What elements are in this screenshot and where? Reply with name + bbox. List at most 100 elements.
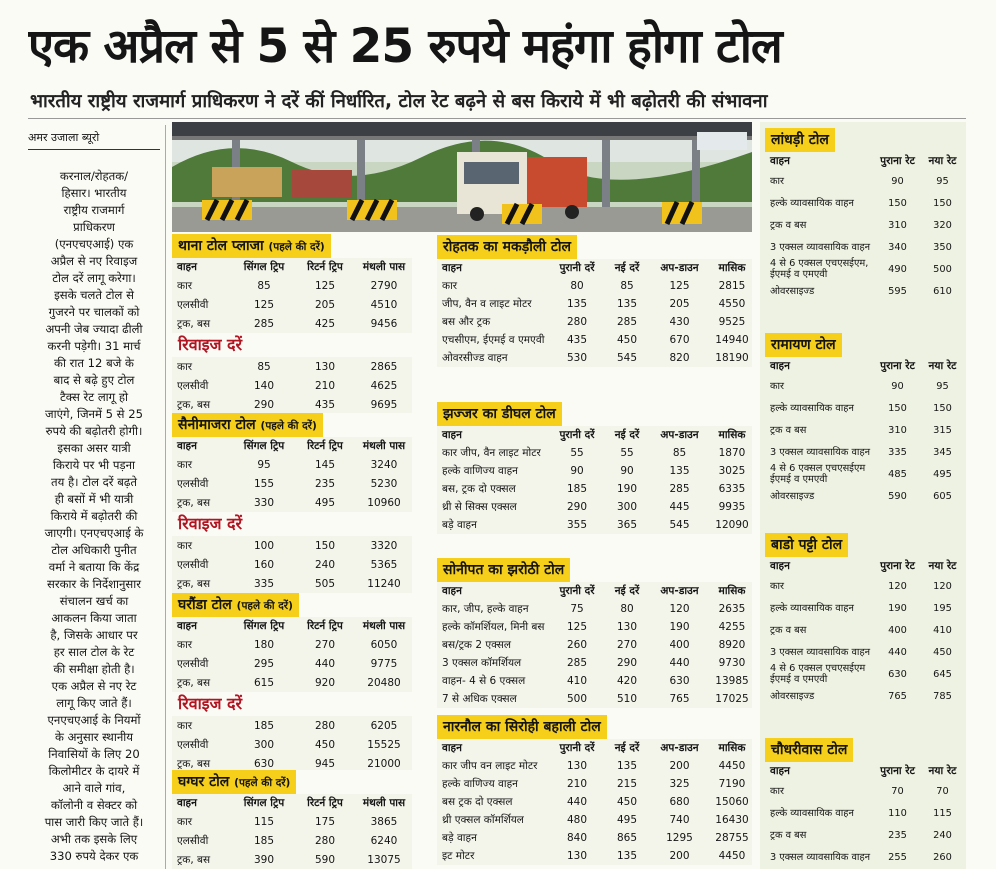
vehicle-type: थ्री से सिक्स एक्सल [442,501,517,513]
rate-row: ट्रक, बस 390 590 13075 [172,850,412,869]
article-line: टोल दरें लागू करेगा। [52,271,136,285]
column-header: अप-डाउन [660,429,699,441]
article-line: टोल अधिकारी पुनीत [51,543,137,557]
column-header: नई दरें [614,429,640,441]
rate-value: 190 [616,483,638,495]
rate-value: 130 [566,760,588,772]
rate-value: 75 [570,603,584,615]
vehicle-type: कार जीप वन लाइट मोटर [442,760,538,772]
rate-row: एलसीवी 155 235 5230 [172,474,412,493]
rate-value: 440 [566,796,588,808]
article-line: संचालन खर्च का [59,594,129,608]
table-title: रोहतक का मकड़ौली टोल [437,235,578,259]
toll-plaza-photo [172,122,752,232]
revised-label: रिवाइज दरें [178,694,243,713]
column-header: मासिक [718,742,746,754]
rate-value: 135 [669,465,690,477]
vehicle-type: कार [177,719,193,732]
rate-value: 235 [888,829,907,841]
rate-value: 315 [933,424,952,436]
table-title-text: घग्घर टोल [178,774,230,790]
rate-value: 125 [314,279,336,292]
rate-value: 180 [253,638,275,651]
rate-row: ओवरसीज्ड वाहन 530 545 820 18190 [437,349,752,367]
vehicle-type: 3 एक्सल व्यावसायिक वाहन [770,851,871,863]
rate-value: 300 [253,738,275,751]
vehicle-type: कार [177,458,193,471]
column-header: मंथली पास [362,261,406,273]
rate-value: 765 [669,693,690,705]
rate-table: वाहन पुराना रेट नया रेट कार 90 95 हल्के व्यावस… [765,357,965,507]
column-header: वाहन [770,155,790,167]
rate-value: 18190 [715,352,749,364]
rate-value: 55 [620,447,634,459]
rate-row: हल्के व्यावसायिक वाहन 110 115 [765,802,965,824]
rate-value: 290 [253,398,275,411]
rate-value: 605 [933,490,952,502]
rate-table: वाहन पुरानी दरें नई दरें अप-डाउन मासिक कार, ज… [437,582,752,708]
article-line: किराये में बढ़ोतरी की [50,509,138,523]
column-header: वाहन [770,765,790,777]
vehicle-type: कार जीप, वैन लाइट मोटर [442,447,541,459]
rate-value: 90 [891,380,904,392]
rate-value: 615 [253,676,275,689]
column-header: पुरानी दरें [559,429,595,441]
rate-row: ट्रक व बस 400 410 [765,619,965,641]
rate-row: इट मोटर 130 135 200 4450 [437,847,752,865]
article-line: आने वाले गांव, [62,781,126,795]
rate-row: 3 एक्सल व्यावसायिक वाहन 335 345 [765,441,965,463]
article-line: बाद से बढ़े हुए टोल [53,373,135,387]
rate-value: 210 [566,778,588,790]
vehicle-type: 3 एक्सल कॉमर्शियल [442,657,522,669]
table-title: नारनौल का सिरोही बहाली टोल [437,715,607,739]
rate-value: 945 [314,757,336,770]
rate-value: 28755 [715,832,749,844]
vehicle-type: एलसीवी [177,558,209,571]
rate-value: 840 [566,832,588,844]
article-line: है, जिसके आधार पर [50,628,138,642]
vehicle-type: ओवरसाइज्ड [770,490,815,502]
rate-row: एलसीवी 140 210 4625 [172,376,412,395]
rate-value: 210 [314,379,336,392]
subheadline: भारतीय राष्ट्रीय राजमार्ग प्राधिकरण ने द… [30,91,768,112]
vehicle-type: कार [177,360,193,373]
rate-row: ट्रक व बस 310 320 [765,214,965,236]
article-line: आकलन किया जाता [51,611,137,625]
vehicle-type: 3 एक्सल व्यावसायिक वाहन [770,446,871,458]
toll-table: घग्घर टोल (पहले की दरें) वाहन सिंगल ट्रिप र… [172,770,412,869]
rate-value: 670 [669,334,690,346]
rate-table: वाहन पुराना रेट नया रेट कार 90 95 हल्के व्यावस… [765,152,965,302]
column-header: अप-डाउन [660,585,699,597]
vehicle-type: 7 से अधिक एक्सल [442,693,517,705]
rate-row: कार 80 85 125 2815 [437,277,752,295]
article-line: अप्रैल से नए रिवाइज [50,254,138,268]
vehicle-type: ट्रक व बस [770,424,807,436]
rate-value: 785 [933,690,952,702]
revised-label: रिवाइज दरें [178,335,243,354]
toll-table: सैनीमाजरा टोल (पहले की दरें) वाहन सिंगल ट्… [172,413,412,593]
vehicle-type: हल्के कॉमर्शियल, मिनी बस [442,621,545,633]
vehicle-type: थ्री एक्सल कॉमर्शियल [442,814,524,826]
rate-row: ट्रक, बस 285 425 9456 [172,314,412,333]
rate-value: 17025 [715,693,749,705]
vehicle-type: एलसीवी [177,738,209,751]
rate-row: कार 185 280 6205 [172,716,412,735]
rate-value: 280 [566,316,588,328]
rate-value: 285 [616,316,638,328]
rate-value: 6335 [718,483,746,495]
rate-value: 280 [314,834,336,847]
header-row: वाहन सिंगल ट्रिप रिटर्न ट्रिप मंथली पास [172,437,412,455]
vehicle-type: 4 से 6 एक्सल एचएसईएम ईएमई व एमएवी [770,463,866,485]
rate-value: 290 [566,501,588,513]
column-header: मासिक [718,429,746,441]
rate-row: 4 से 6 एक्सल एचएसईएम, ईएमई व एमएवी 490 500 [765,258,965,280]
rate-row: 4 से 6 एक्सल एचएसईएम ईएमई व एमएवी 485 495 [765,463,965,485]
rate-value: 425 [314,317,336,330]
vehicle-type: बस और ट्रक [442,316,491,328]
column-header: वाहन [442,429,462,441]
rate-value: 320 [933,219,952,231]
vehicle-type: हल्के व्यावसायिक वाहन [770,197,854,209]
vehicle-type: ओवरसाइज्ड [770,690,815,702]
vehicle-type: कार [177,279,193,292]
article-line: तय है। टोल दरें बढ़ते [51,475,137,489]
